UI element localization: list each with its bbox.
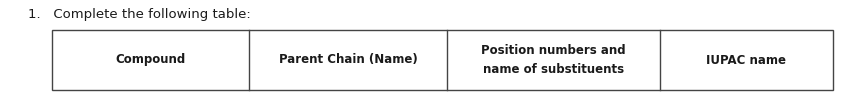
Text: Compound: Compound <box>115 53 186 66</box>
Text: 1.   Complete the following table:: 1. Complete the following table: <box>28 8 251 21</box>
Text: Parent Chain (Name): Parent Chain (Name) <box>278 53 417 66</box>
Bar <box>52 30 833 90</box>
Text: IUPAC name: IUPAC name <box>706 53 786 66</box>
Text: Position numbers and
name of substituents: Position numbers and name of substituent… <box>481 44 626 76</box>
